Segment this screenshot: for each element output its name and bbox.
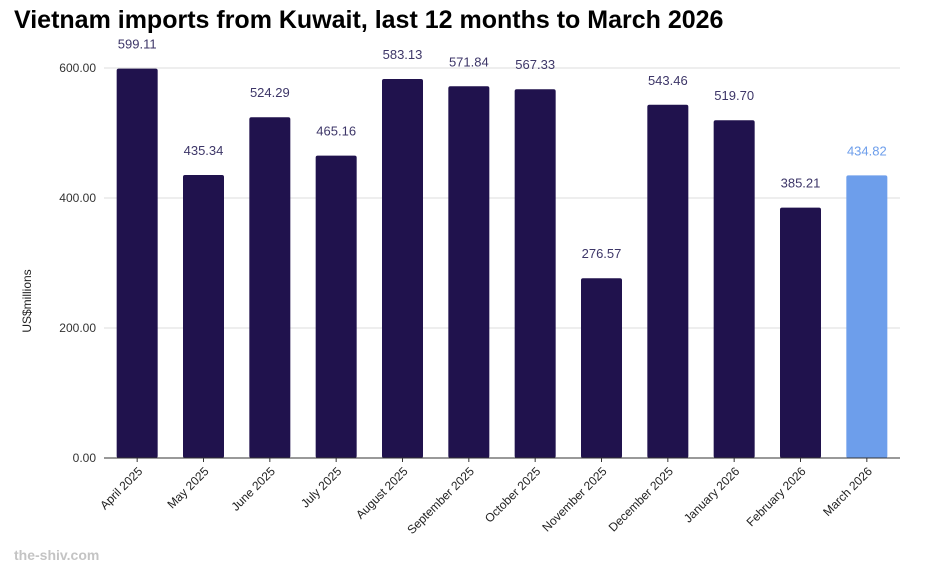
data-label: 435.34 [184,143,224,158]
data-label: 519.70 [714,88,754,103]
bar-january-2026 [713,120,755,458]
bar-november-2025 [581,278,622,458]
data-label: 571.84 [449,54,489,69]
data-label: 434.82 [847,143,887,158]
data-label: 524.29 [250,85,290,100]
y-tick-label: 200.00 [59,321,96,335]
bar-may-2025 [183,175,224,459]
data-label: 276.57 [582,246,622,261]
data-labels: 599.11 435.34 524.29 465.16 583.13 571.84 567.… [118,37,887,262]
bar-february-2026 [780,207,821,458]
data-label: 583.13 [383,47,423,62]
x-tick-label: July 2025 [298,464,344,510]
data-label: 465.16 [316,124,356,139]
bar-june-2025 [249,117,291,459]
y-tick-label: 400.00 [59,191,96,205]
chart-title: Vietnam imports from Kuwait, last 12 mon… [14,6,724,34]
y-tick-label: 0.00 [73,451,97,465]
bar-august-2025 [382,78,423,458]
x-tick-label: November 2025 [539,464,610,535]
x-tick-label: April 2025 [97,464,145,512]
y-tick-label: 600.00 [59,61,96,75]
data-label: 385.21 [781,176,821,191]
x-tick-label: September 2025 [404,464,477,537]
data-label: 599.11 [118,37,157,52]
x-tick-label: August 2025 [353,464,411,522]
x-tick-label: May 2025 [164,464,211,511]
bar-april-2025 [116,68,158,459]
x-tick-label: February 2026 [744,464,809,529]
data-label: 543.46 [648,73,688,88]
x-tick-label: October 2025 [482,464,544,526]
x-tick-label: December 2025 [606,464,677,535]
y-axis-ticks: 0.00 200.00 400.00 600.00 [59,61,96,465]
data-label: 567.33 [515,57,555,72]
bar-december-2025 [647,104,689,458]
x-axis-ticks: April 2025 May 2025 June 2025 July 2025 Augu… [97,458,875,537]
bar-october-2025 [514,89,556,458]
watermark: the-shiv.com [14,547,100,563]
bars [116,68,888,459]
y-axis-title: US$millions [20,269,34,332]
x-tick-label: January 2026 [681,464,743,526]
bar-july-2025 [315,155,357,458]
bar-march-2026 [846,175,888,458]
x-tick-label: March 2026 [820,464,875,519]
bar-september-2025 [448,86,490,458]
x-tick-label: June 2025 [228,464,278,514]
gridlines [104,67,900,329]
